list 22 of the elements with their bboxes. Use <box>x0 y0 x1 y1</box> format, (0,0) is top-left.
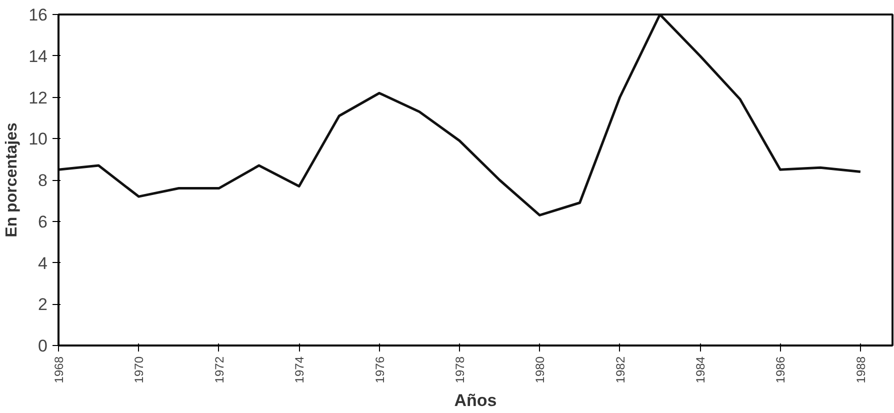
y-tick-label: 0 <box>38 336 48 356</box>
y-tick-label: 6 <box>38 212 48 232</box>
y-tick-label: 10 <box>28 130 48 149</box>
x-tick-label: 1978 <box>452 356 467 384</box>
y-tick-label: 4 <box>38 254 48 273</box>
y-tick-label: 14 <box>28 46 48 66</box>
y-tick-label: 8 <box>38 171 48 190</box>
x-tick-label: 1986 <box>774 356 788 384</box>
x-tick-label: 1976 <box>372 356 387 384</box>
x-tick-label: 1972 <box>212 356 226 384</box>
x-tick-label: 1974 <box>292 356 307 384</box>
x-tick-label: 1970 <box>132 356 146 384</box>
y-axis-title: En porcentajes <box>4 122 21 238</box>
x-tick-label: 1984 <box>694 356 708 384</box>
x-tick-label: 1968 <box>52 356 66 384</box>
y-tick-label: 16 <box>28 6 48 24</box>
y-tick-label: 2 <box>38 295 48 314</box>
x-axis-title: Años <box>454 391 497 410</box>
x-tick-label: 1980 <box>533 356 548 384</box>
x-tick-label: 1988 <box>854 356 868 384</box>
y-tick-label: 12 <box>28 88 48 108</box>
x-tick-label: 1982 <box>613 356 628 384</box>
